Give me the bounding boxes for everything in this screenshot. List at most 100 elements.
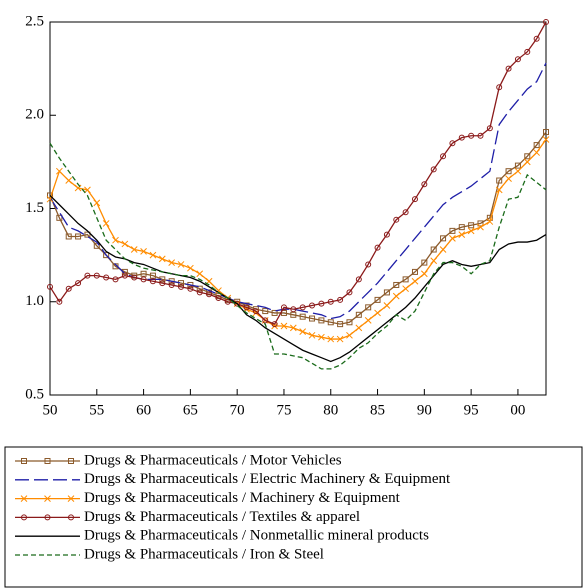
series-line [49,139,547,340]
marker [337,296,344,303]
marker [486,218,494,225]
marker [318,317,325,324]
x-tick-label: 50 [43,402,58,418]
x-tick-label: 95 [464,402,479,418]
marker [196,289,203,296]
series-line [49,62,547,320]
marker [440,153,447,160]
marker [543,129,549,136]
legend-label: Drugs & Pharmaceuticals / Electric Machi… [84,471,451,487]
marker [365,261,372,268]
marker [149,278,156,285]
marker [430,257,438,265]
marker [468,132,475,139]
marker [178,283,185,290]
marker [103,252,110,259]
marker [336,335,344,343]
marker [168,259,176,266]
marker [187,264,194,272]
legend-marker [67,495,75,502]
marker [121,240,129,248]
y-tick-label: 2.5 [25,13,44,29]
x-tick-label: 55 [89,402,104,418]
marker [84,231,91,238]
marker [65,233,72,240]
marker [346,319,353,326]
legend-label: Drugs & Pharmaceuticals / Motor Vehicles [84,452,342,468]
marker [299,328,307,335]
marker [383,302,391,309]
marker [93,242,100,249]
marker [112,236,119,244]
marker [533,149,540,156]
marker [290,306,297,313]
marker [75,233,82,240]
marker [495,186,503,194]
legend-label: Drugs & Pharmaceuticals / Textiles & app… [84,509,360,525]
legend-marker [21,458,27,464]
marker [262,308,269,315]
legend-marker [44,458,51,464]
marker [411,277,419,285]
marker [467,227,475,235]
plot-frame [49,21,547,396]
marker [252,308,259,315]
legend-label: Drugs & Pharmaceuticals / Nonmetallic mi… [84,528,429,544]
marker [290,311,297,318]
marker [327,319,334,326]
marker [318,300,325,307]
marker [215,287,222,294]
marker [496,177,503,184]
marker [112,276,119,283]
marker [533,35,540,42]
marker [131,274,138,281]
marker [158,255,166,263]
marker [514,167,522,175]
x-tick-label: 85 [370,402,385,418]
marker [103,274,110,281]
marker [355,324,363,332]
marker [355,276,362,283]
series-line [49,142,547,370]
marker [542,136,550,143]
marker [458,231,466,238]
legend-marker [68,458,74,464]
y-tick-label: 2.0 [25,107,44,123]
marker [309,302,316,309]
marker [346,289,353,296]
marker [420,270,428,278]
marker [393,216,400,223]
x-tick-label: 80 [323,402,338,418]
marker [439,246,447,253]
marker [196,270,204,278]
marker [84,272,91,279]
marker [130,246,138,253]
legend-marker [44,495,51,502]
marker [468,222,475,229]
marker [458,224,465,231]
marker [449,234,456,242]
marker [402,209,409,216]
marker [374,296,381,303]
marker [524,153,531,160]
marker [271,321,278,328]
marker [84,186,91,194]
marker [215,295,222,302]
y-tick-label: 0.5 [25,386,44,402]
marker [393,281,400,288]
marker [505,168,512,175]
series-line [49,194,547,363]
marker [486,125,493,132]
marker [402,276,409,283]
marker [496,84,503,91]
legend-marker [44,514,51,521]
marker [140,276,147,283]
marker [93,272,100,279]
marker [477,132,484,139]
marker [374,244,381,251]
marker [168,281,175,288]
legend-label: Drugs & Pharmaceuticals / Iron & Steel [84,546,324,562]
marker [505,65,512,72]
marker [514,56,521,63]
marker [243,304,250,311]
